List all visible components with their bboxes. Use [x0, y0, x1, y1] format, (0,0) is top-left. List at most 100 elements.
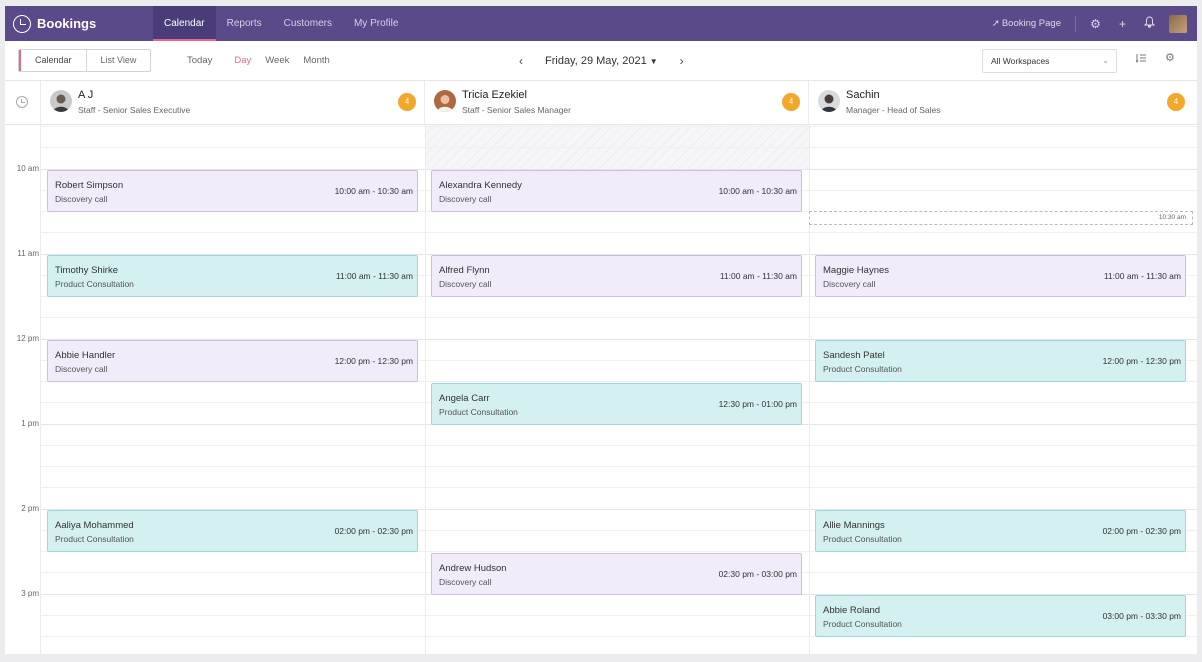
service-type: Product Consultation — [55, 534, 134, 544]
gear-icon[interactable]: ⚙ — [1090, 16, 1101, 31]
booking-event[interactable]: Alexandra Kennedy Discovery call 10:00 a… — [431, 170, 802, 212]
calendar-toolbar: Calendar List View Today Day Week Month … — [5, 41, 1197, 81]
service-type: Discovery call — [439, 279, 492, 289]
customer-name: Angela Carr — [439, 393, 490, 404]
plus-icon[interactable]: + — [1118, 16, 1126, 31]
staff-column-aj[interactable]: A J Staff - Senior Sales Executive 4 — [41, 81, 425, 125]
bookings-app: Bookings Calendar Reports Customers My P… — [5, 6, 1197, 654]
workspace-select-value: All Workspaces — [991, 56, 1050, 66]
booking-count-badge: 4 — [1167, 93, 1185, 111]
staff-name: Sachin — [846, 89, 880, 101]
customer-name: Aaliya Mohammed — [55, 520, 134, 531]
booking-event[interactable]: Robert Simpson Discovery call 10:00 am -… — [47, 170, 418, 212]
tab-month[interactable]: Month — [303, 55, 330, 66]
grid-line — [41, 530, 1197, 531]
date-label: Friday, 29 May, 2021 — [545, 54, 647, 67]
chevron-down-icon: ⌄ — [1102, 56, 1109, 65]
staff-column-sachin[interactable]: Sachin Manager - Head of Sales 4 — [809, 81, 1197, 125]
customer-name: Alexandra Kennedy — [439, 180, 522, 191]
grid-line — [41, 636, 1197, 637]
time-label: 2 pm — [21, 504, 39, 513]
tab-day[interactable]: Day — [234, 55, 252, 66]
time-label: 3 pm — [21, 589, 39, 598]
booking-event[interactable]: Andrew Hudson Discovery call 02:30 pm - … — [431, 553, 802, 595]
grid-line — [41, 551, 1197, 552]
customer-name: Allie Mannings — [823, 520, 885, 531]
list-filter-icon[interactable] — [1135, 53, 1147, 66]
service-type: Discovery call — [55, 194, 108, 204]
time-label: 10 am — [16, 164, 39, 173]
view-toggle: Calendar List View — [18, 49, 152, 72]
booking-page-link[interactable]: ➚ Booking Page — [992, 15, 1076, 32]
booking-event[interactable]: Timothy Shirke Product Consultation 11:0… — [47, 255, 418, 297]
booking-event[interactable]: Aaliya Mohammed Product Consultation 02:… — [47, 510, 418, 552]
tab-week[interactable]: Week — [265, 55, 290, 66]
grid-line — [41, 509, 1197, 510]
workspace-select[interactable]: All Workspaces ⌄ — [982, 49, 1117, 73]
chevron-right-icon[interactable]: › — [679, 53, 684, 68]
grid-line — [41, 254, 1197, 255]
time-label: 1 pm — [21, 419, 39, 428]
booking-event[interactable]: Abbie Roland Product Consultation 03:00 … — [815, 595, 1186, 637]
user-avatar[interactable] — [1169, 14, 1187, 33]
customer-name: Abbie Roland — [823, 605, 881, 616]
time-column: 10 am 11 am 12 pm 1 pm 2 pm 3 pm — [5, 125, 41, 654]
nav-calendar[interactable]: Calendar — [153, 6, 216, 41]
time-range: 11:00 am - 11:30 am — [1103, 271, 1181, 281]
service-type: Discovery call — [823, 279, 876, 289]
staff-role: Staff - Senior Sales Manager — [462, 105, 571, 115]
customer-name: Sandesh Patel — [823, 350, 885, 361]
customer-name: Timothy Shirke — [55, 265, 118, 276]
list-view-button[interactable]: List View — [85, 50, 151, 71]
time-range: 03:00 pm - 03:30 pm — [1102, 611, 1181, 621]
service-type: Product Consultation — [823, 619, 902, 629]
bell-icon[interactable] — [1136, 16, 1163, 31]
time-label: 11 am — [17, 249, 39, 258]
time-range: 11:00 am - 11:30 am — [335, 271, 413, 281]
time-range: 11:00 am - 11:30 am — [719, 271, 797, 281]
booking-event[interactable]: Maggie Haynes Discovery call 11:00 am - … — [815, 255, 1186, 297]
nav-reports[interactable]: Reports — [226, 18, 262, 29]
chevron-left-icon[interactable]: ‹ — [519, 53, 523, 68]
service-type: Product Consultation — [439, 407, 518, 417]
booking-page-label: Booking Page — [1001, 18, 1061, 29]
grid-line — [41, 317, 1197, 318]
booking-event[interactable]: Angela Carr Product Consultation 12:30 p… — [431, 383, 802, 425]
calendar-view-button[interactable]: Calendar — [19, 50, 86, 71]
grid-line — [41, 615, 1197, 616]
staff-name: A J — [78, 89, 94, 101]
time-range: 12:00 pm - 12:30 pm — [1102, 356, 1181, 366]
nav-customers[interactable]: Customers — [283, 18, 332, 29]
customer-name: Maggie Haynes — [823, 265, 890, 276]
grid-line — [41, 445, 1197, 446]
customer-name: Andrew Hudson — [439, 563, 507, 574]
nav-my-profile[interactable]: My Profile — [353, 18, 399, 29]
grid-line — [41, 147, 1197, 148]
grid-line — [41, 466, 1197, 467]
date-picker[interactable]: Friday, 29 May, 2021 ▼ — [529, 55, 674, 67]
booking-event[interactable]: Abbie Handler Discovery call 12:00 pm - … — [47, 340, 418, 382]
column-divider — [809, 125, 810, 654]
customer-name: Alfred Flynn — [439, 265, 490, 276]
time-range: 10:00 am - 10:30 am — [334, 186, 413, 196]
booking-event[interactable]: Alfred Flynn Discovery call 11:00 am - 1… — [431, 255, 802, 297]
booking-event[interactable]: Sandesh Patel Product Consultation 12:00… — [815, 340, 1186, 382]
time-range: 02:00 pm - 02:30 pm — [334, 526, 413, 536]
brand[interactable]: Bookings — [13, 14, 96, 33]
settings-gear-icon[interactable]: ⚙ — [1165, 52, 1175, 64]
caret-down-icon: ▼ — [649, 56, 658, 66]
brand-name: Bookings — [37, 16, 97, 31]
service-type: Product Consultation — [823, 364, 902, 374]
customer-name: Abbie Handler — [55, 350, 116, 361]
booking-event[interactable]: Allie Mannings Product Consultation 02:0… — [815, 510, 1186, 552]
service-type: Product Consultation — [55, 279, 134, 289]
day-grid: 10 am 11 am 12 pm 1 pm 2 pm 3 pm 10:30 a… — [5, 125, 1197, 654]
grid-line — [41, 487, 1197, 488]
booking-count-badge: 4 — [782, 93, 800, 111]
grid-line — [41, 126, 1197, 127]
grid-line — [41, 169, 1197, 170]
service-type: Product Consultation — [823, 534, 902, 544]
service-type: Discovery call — [55, 364, 108, 374]
staff-column-tricia[interactable]: Tricia Ezekiel Staff - Senior Sales Mana… — [425, 81, 809, 125]
today-button[interactable]: Today — [187, 55, 213, 66]
